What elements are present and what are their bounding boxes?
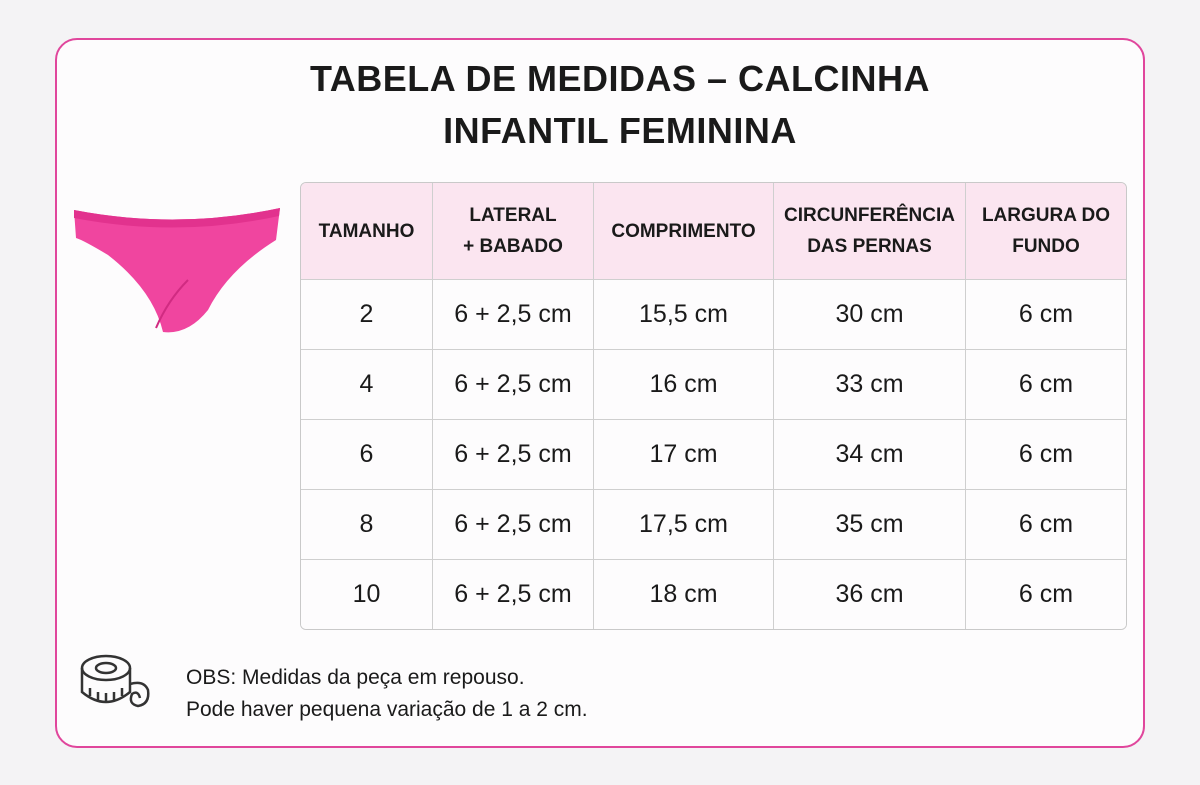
header-line: LARGURA DO [981, 205, 1111, 226]
header-line: TAMANHO [318, 220, 415, 242]
column-header: TAMANHO [301, 183, 433, 280]
table-cell: 18 cm [594, 560, 774, 629]
header-line: CIRCUNFERÊNCIA [784, 205, 955, 226]
note: OBS: Medidas da peça em repouso. [186, 666, 525, 689]
header-row: TAMANHO LATERAL + BABADO COMPRIMENTO CIRCUNF… [301, 183, 1126, 280]
header-line: FUNDO [1012, 236, 1080, 257]
table-cell: 16 cm [594, 350, 774, 420]
table-cell: 6 cm [966, 490, 1126, 560]
column-header: CIRCUNFERÊNCIA DAS PERNAS [774, 183, 966, 280]
header-line: + BABADO [463, 236, 563, 257]
table-cell: 6 + 2,5 cm [433, 280, 594, 350]
table-cell: 6 cm [966, 420, 1126, 490]
table-cell: 36 cm [774, 560, 966, 629]
table-cell: 35 cm [774, 490, 966, 560]
title: INFANTIL FEMININA [443, 110, 797, 151]
table-cell: 17 cm [594, 420, 774, 490]
table-cell: 10 [301, 560, 433, 629]
table-cell: 6 + 2,5 cm [433, 560, 594, 629]
column-header: LARGURA DO FUNDO [966, 183, 1126, 280]
header-line: LATERAL [469, 205, 557, 226]
table-row: 10 6 + 2,5 cm 18 cm 36 cm 6 cm [301, 560, 1126, 629]
header-line: COMPRIMENTO [611, 220, 756, 242]
table-cell: 30 cm [774, 280, 966, 350]
table-cell: 6 cm [966, 350, 1126, 420]
size-table: TAMANHO LATERAL + BABADO COMPRIMENTO CIRCUNF… [300, 182, 1127, 630]
panty-illustration [74, 208, 280, 333]
header-line: DAS PERNAS [807, 236, 932, 257]
table-cell: 6 + 2,5 cm [433, 350, 594, 420]
table-cell: 34 cm [774, 420, 966, 490]
tape-icon [80, 654, 150, 708]
column-header: LATERAL + BABADO [433, 183, 594, 280]
note: Pode haver pequena variação de 1 a 2 cm. [186, 698, 588, 721]
column-header: COMPRIMENTO [594, 183, 774, 280]
table-cell: 8 [301, 490, 433, 560]
table-cell: 2 [301, 280, 433, 350]
table-cell: 33 cm [774, 350, 966, 420]
table-cell: 6 [301, 420, 433, 490]
table-cell: 17,5 cm [594, 490, 774, 560]
table-cell: 15,5 cm [594, 280, 774, 350]
table-cell: 4 [301, 350, 433, 420]
title: TABELA DE MEDIDAS – CALCINHA [309, 58, 930, 99]
table-cell: 6 + 2,5 cm [433, 420, 594, 490]
table-cell: 6 cm [966, 560, 1126, 629]
table-cell: 6 cm [966, 280, 1126, 350]
table-cell: 6 + 2,5 cm [433, 490, 594, 560]
